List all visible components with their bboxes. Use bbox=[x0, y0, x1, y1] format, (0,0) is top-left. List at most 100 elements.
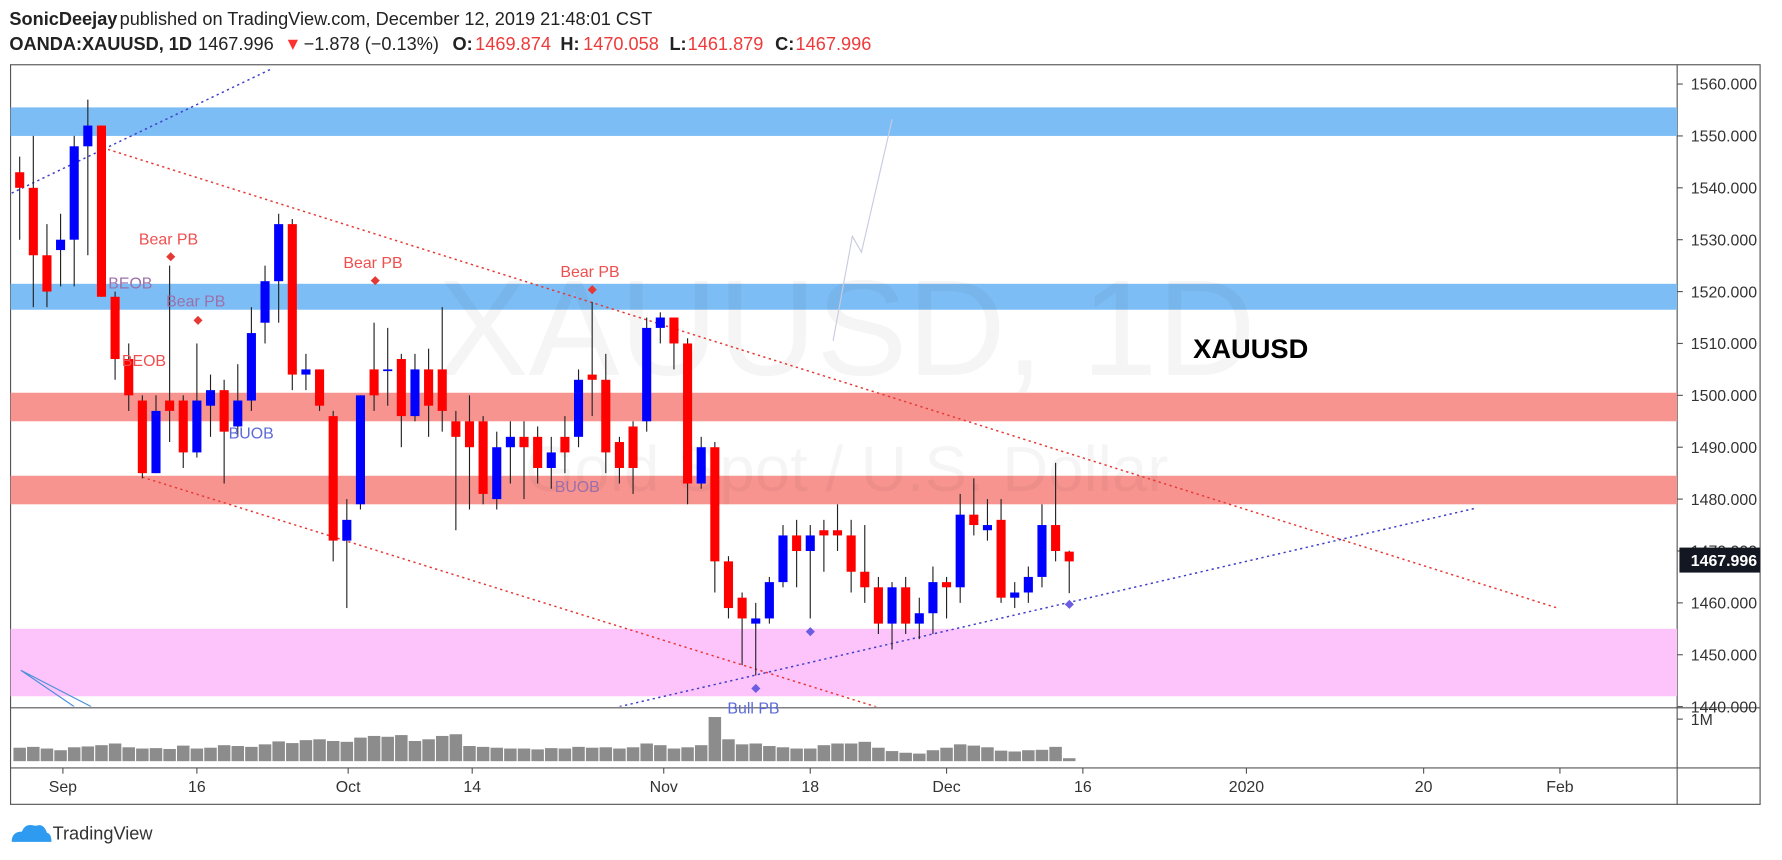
volume-bar bbox=[122, 747, 135, 762]
trendlines bbox=[11, 67, 1557, 707]
candle-body bbox=[696, 447, 706, 484]
candle-body bbox=[928, 582, 938, 614]
l: 1461.879 bbox=[688, 34, 764, 54]
candle-body bbox=[601, 379, 611, 453]
volume-bar bbox=[572, 746, 585, 762]
candle-body bbox=[628, 426, 638, 468]
volume-bar bbox=[231, 746, 245, 762]
y-tick-label: 1460.000 bbox=[1691, 596, 1757, 613]
candle-body bbox=[792, 535, 802, 551]
volume-bar bbox=[585, 747, 599, 762]
volume-bar bbox=[940, 747, 953, 762]
annotation: Bear PB bbox=[139, 231, 198, 248]
volume-bar bbox=[67, 747, 81, 762]
candle-body bbox=[315, 369, 325, 406]
volume-bar bbox=[913, 753, 926, 762]
annotation: Bear PB bbox=[343, 255, 402, 272]
candle-body bbox=[56, 239, 66, 251]
candle-body bbox=[683, 343, 693, 484]
volume-bar bbox=[95, 745, 108, 762]
o-label: O: bbox=[452, 34, 472, 54]
volume-bar bbox=[558, 748, 572, 762]
y-tick-label: 1440.000 bbox=[1691, 699, 1757, 716]
candle-body bbox=[887, 587, 897, 624]
o: 1469.874 bbox=[475, 34, 551, 54]
symbol-line: OANDA:XAUUSD, 1D 1467.996 −1.878 (−0.13%… bbox=[9, 34, 871, 54]
candle-body bbox=[955, 514, 965, 588]
volume-bar bbox=[367, 735, 381, 762]
axes: 1440.0001450.0001460.0001470.0001480.000… bbox=[13, 77, 1757, 796]
candle-body bbox=[982, 525, 992, 531]
y-tick-label: 1530.000 bbox=[1691, 232, 1757, 249]
candle-body bbox=[573, 379, 584, 437]
candle-body bbox=[969, 514, 979, 526]
last-price: 1467.996 bbox=[1691, 553, 1757, 570]
volume-bar bbox=[245, 746, 258, 762]
volume-bar bbox=[844, 743, 858, 762]
candle-body bbox=[505, 436, 515, 448]
volume-bar bbox=[1022, 750, 1035, 762]
volume-bar bbox=[504, 748, 517, 762]
volume-bar bbox=[681, 747, 694, 762]
volume-bar bbox=[326, 740, 340, 762]
volume-bar bbox=[449, 734, 463, 762]
volume-bar bbox=[694, 745, 708, 762]
volume-bar bbox=[517, 748, 531, 762]
volume-bar bbox=[722, 739, 735, 762]
candle-body bbox=[1010, 592, 1020, 598]
volume-bar bbox=[27, 746, 40, 762]
candle-body bbox=[396, 359, 406, 417]
candle-body bbox=[110, 296, 120, 360]
candle-body bbox=[1051, 525, 1061, 551]
candle-body bbox=[124, 359, 134, 396]
candle-body bbox=[192, 400, 202, 453]
last-price-box bbox=[1679, 547, 1761, 573]
candle-body bbox=[69, 146, 79, 240]
volume-bar bbox=[395, 735, 408, 762]
y-tick-label: 1550.000 bbox=[1691, 129, 1757, 146]
annotation: BEOB bbox=[108, 276, 152, 293]
x-tick-label: Nov bbox=[650, 779, 678, 796]
candle-body bbox=[519, 436, 529, 448]
volume-bar bbox=[667, 748, 681, 762]
candle-body bbox=[246, 333, 256, 401]
volume-bar bbox=[476, 746, 490, 762]
volume-bar bbox=[654, 745, 667, 762]
h-label: H: bbox=[560, 34, 579, 54]
volume-bar bbox=[204, 747, 217, 762]
candle-body bbox=[546, 452, 556, 468]
volume-bar bbox=[735, 744, 749, 762]
volume-bar bbox=[217, 745, 231, 762]
volume-bar bbox=[708, 717, 722, 762]
annotation: Bear PB bbox=[166, 294, 225, 311]
zone bbox=[10, 107, 1678, 136]
volume-bar bbox=[953, 744, 967, 762]
volume-bar bbox=[340, 741, 354, 762]
volume-bar bbox=[177, 745, 190, 762]
logo bbox=[11, 824, 52, 842]
candle-body bbox=[260, 281, 270, 323]
x-tick-label: 20 bbox=[1415, 779, 1433, 796]
h: 1470.058 bbox=[583, 34, 659, 54]
volume-bar bbox=[763, 746, 776, 762]
volume-bar bbox=[545, 748, 558, 762]
volume-bar bbox=[381, 736, 394, 762]
volume-bar bbox=[163, 748, 176, 762]
candle-body bbox=[205, 390, 216, 406]
candle-body bbox=[901, 587, 911, 624]
v-tick-label: 1M bbox=[1691, 712, 1713, 729]
volume-bar bbox=[1008, 751, 1021, 762]
candle-body bbox=[587, 374, 597, 380]
published: published on TradingView.com, December 1… bbox=[120, 9, 653, 29]
candle-body bbox=[383, 369, 393, 372]
candle-body bbox=[219, 390, 229, 432]
candle-body bbox=[355, 395, 365, 505]
candle-body bbox=[942, 582, 952, 588]
x-tick-label: 14 bbox=[463, 779, 481, 796]
volume-bar bbox=[981, 747, 994, 762]
candle-body bbox=[860, 571, 870, 588]
frame bbox=[9, 64, 1761, 805]
annotation: BEOB bbox=[122, 353, 166, 370]
candle-body bbox=[369, 369, 379, 396]
candle-body bbox=[492, 447, 502, 500]
